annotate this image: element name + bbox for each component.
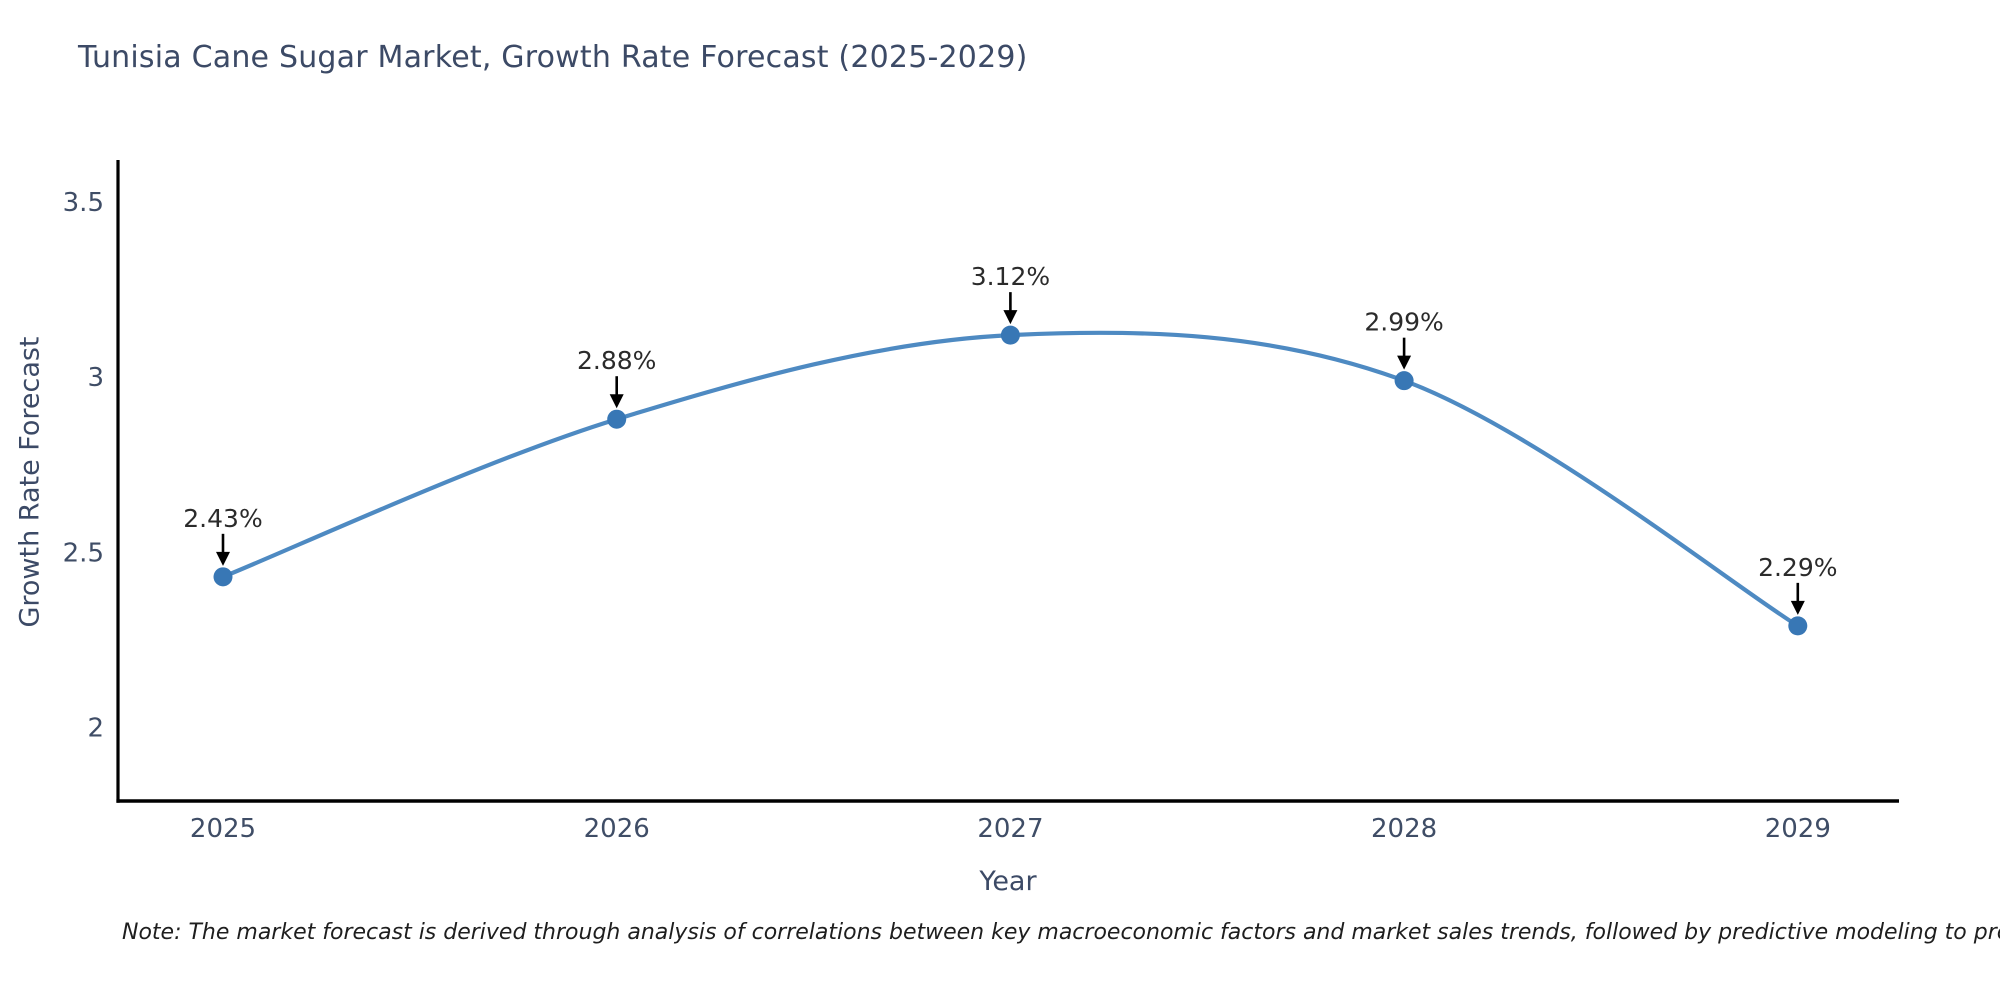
annotation-arrowhead-icon xyxy=(1003,310,1018,325)
x-axis-tick-label: 2027 xyxy=(977,814,1043,844)
trend-line xyxy=(220,330,1800,628)
data-point-label: 2.29% xyxy=(1758,553,1837,582)
data-point-marker[interactable] xyxy=(213,567,233,587)
x-axis-tick-label: 2028 xyxy=(1371,814,1437,844)
x-axis-tick-label: 2026 xyxy=(584,814,650,844)
data-point-marker[interactable] xyxy=(1788,616,1808,636)
chart-title: Tunisia Cane Sugar Market, Growth Rate F… xyxy=(78,40,1028,75)
footnote: Note: The market forecast is derived thr… xyxy=(122,920,2000,945)
data-point-label: 3.12% xyxy=(971,262,1050,291)
annotation-arrowhead-icon xyxy=(1790,600,1805,615)
annotation-arrowhead-icon xyxy=(1397,355,1412,370)
data-point-marker[interactable] xyxy=(1394,371,1414,391)
y-axis-tick-label: 2 xyxy=(87,713,104,743)
data-point-label: 2.99% xyxy=(1364,308,1443,337)
annotation-arrowhead-icon xyxy=(609,394,624,409)
x-axis-tick-label: 2025 xyxy=(190,814,256,844)
y-axis-tick-label: 3 xyxy=(87,363,104,393)
data-point-label: 2.88% xyxy=(577,346,656,375)
data-point-marker[interactable] xyxy=(607,409,627,429)
x-axis-tick-label: 2029 xyxy=(1765,814,1831,844)
annotation-arrowhead-icon xyxy=(216,551,230,566)
y-axis-tick-label: 2.5 xyxy=(63,538,104,568)
data-point-marker[interactable] xyxy=(1000,325,1020,345)
x-axis-title: Year xyxy=(979,866,1037,897)
y-axis-tick-label: 3.5 xyxy=(63,188,104,218)
data-point-label: 2.43% xyxy=(183,504,262,533)
